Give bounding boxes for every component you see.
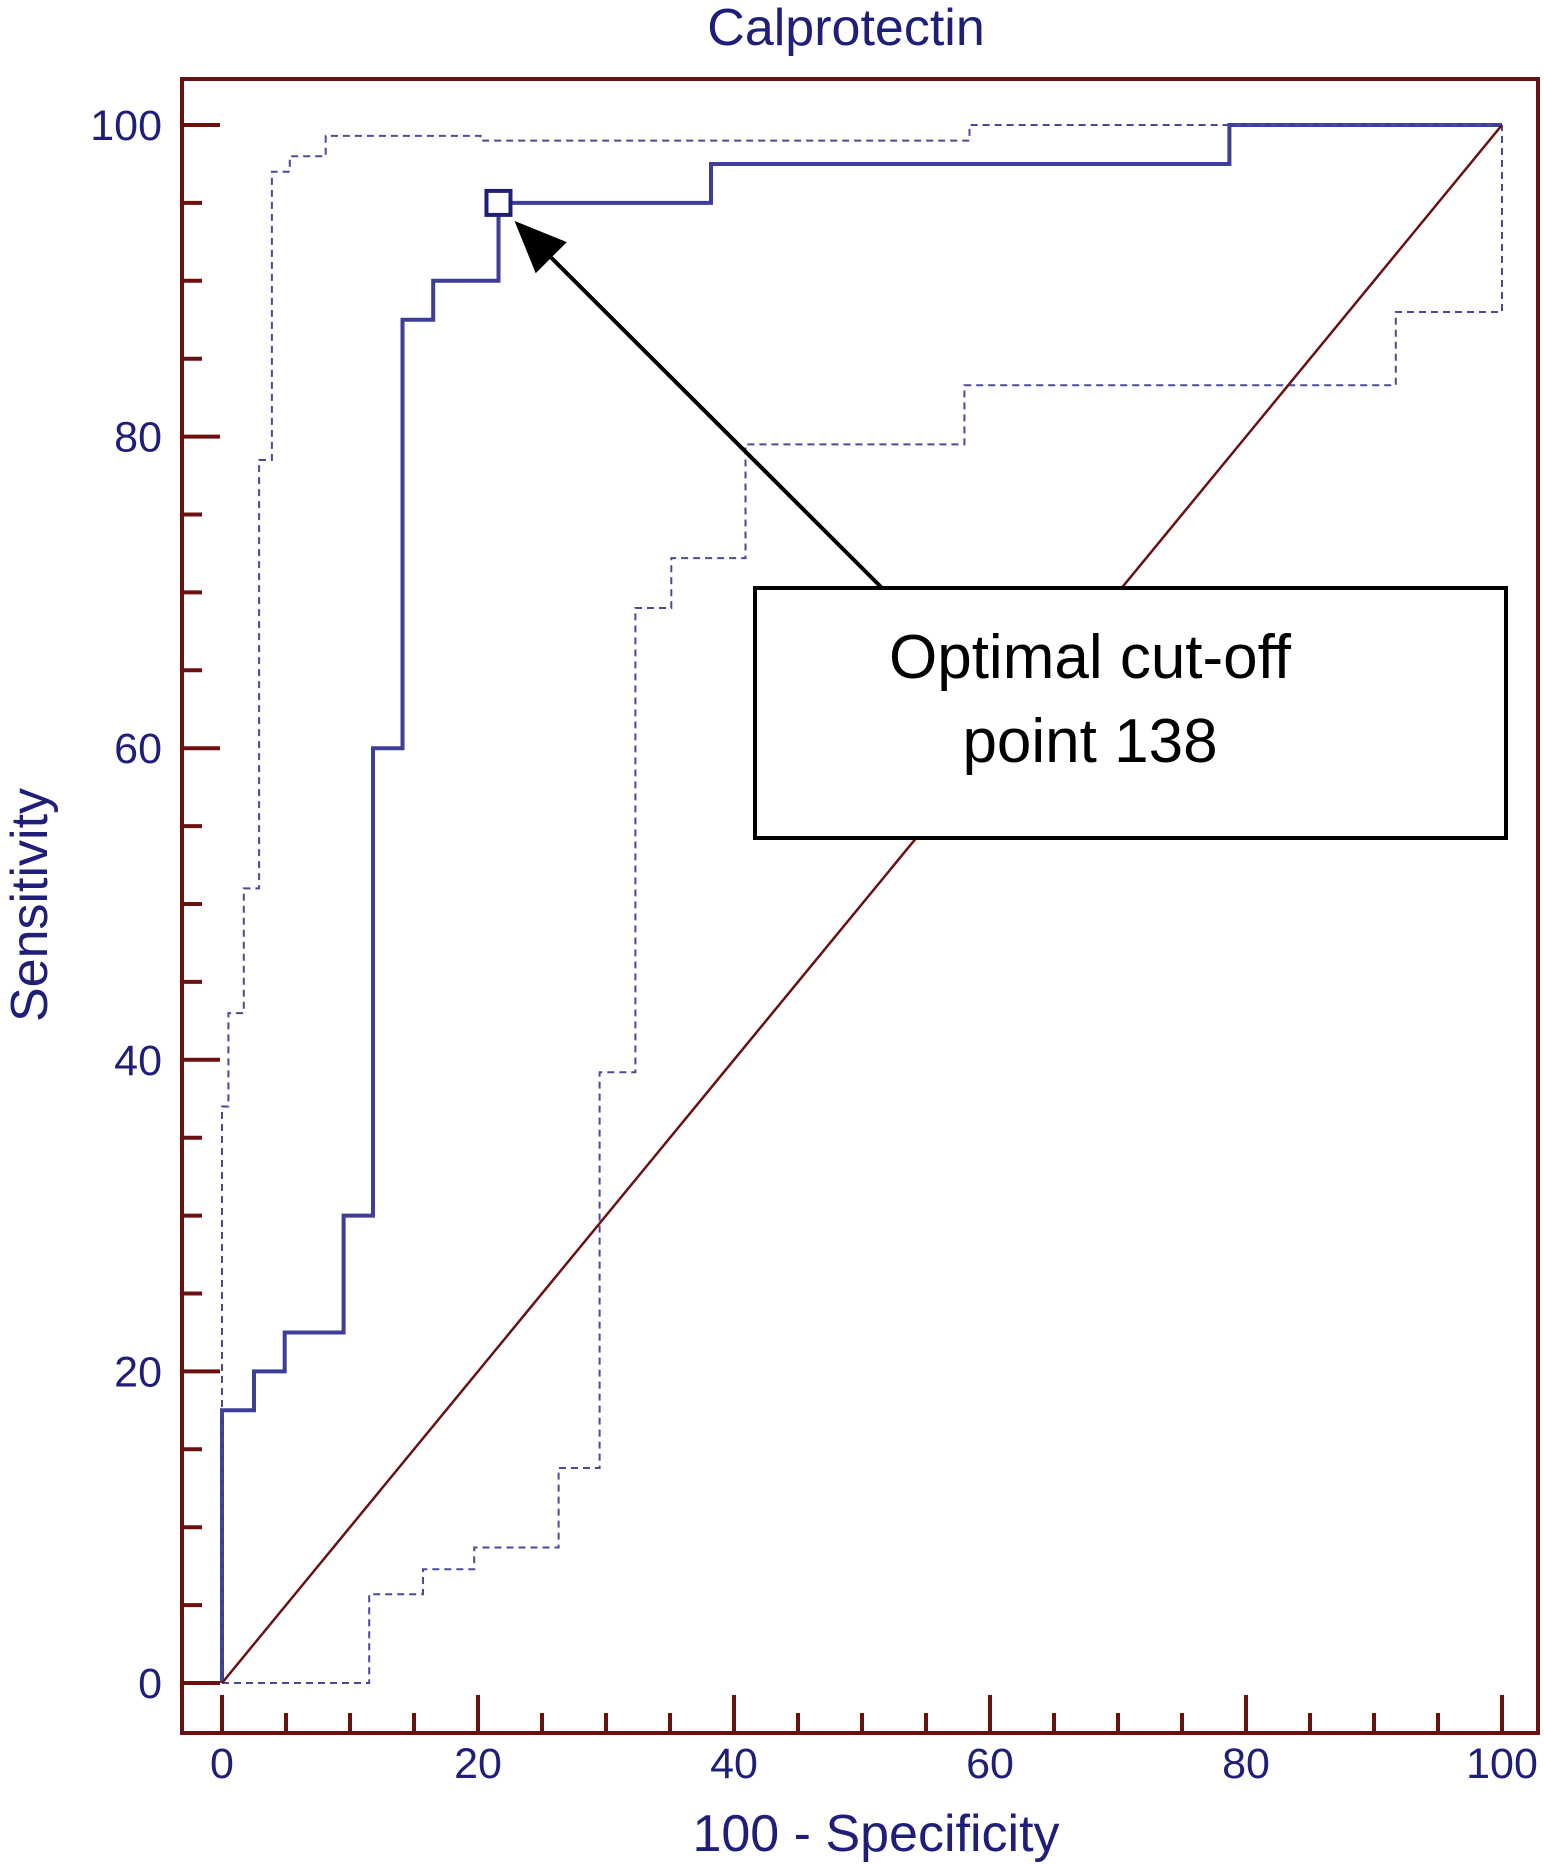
reference-diagonal [221, 124, 1503, 1684]
chart-title: Calprotectin [707, 0, 984, 57]
annotation-arrowhead [514, 220, 567, 274]
annotation-arrow [549, 256, 884, 590]
roc-curve [220, 123, 1502, 1683]
x-tick-label: 0 [210, 1740, 234, 1788]
roc-series [220, 123, 1503, 1684]
lower-confidence-bound [222, 125, 1503, 1684]
y-tick-label: 0 [138, 1660, 162, 1708]
cutoff-marker [484, 188, 513, 217]
x-tick-label: 100 [1466, 1740, 1538, 1788]
annotation-box [753, 586, 1508, 840]
y-tick-label: 20 [114, 1348, 162, 1396]
x-axis-label: 100 - Specificity [692, 1805, 1059, 1863]
y-tick-label: 100 [90, 102, 162, 150]
annotation-line-2: point 138 [962, 707, 1217, 776]
y-tick-label: 40 [114, 1037, 162, 1085]
y-tick-label: 80 [114, 414, 162, 462]
x-tick-label: 20 [454, 1740, 502, 1788]
x-tick-label: 80 [1222, 1740, 1270, 1788]
x-tick-label: 60 [966, 1740, 1014, 1788]
x-tick-label: 40 [710, 1740, 758, 1788]
upper-confidence-bound [221, 124, 1502, 1683]
annotation-line-1: Optimal cut-off [889, 623, 1292, 692]
y-tick-label: 60 [114, 725, 162, 773]
cutoff-annotation: Optimal cut-off point 138 [514, 220, 1508, 840]
y-axis-label: Sensitivity [1, 788, 59, 1022]
axis-tick-labels: 0 20 40 60 80 100 0 20 40 60 80 100 [90, 102, 1538, 1788]
axis-ticks [182, 123, 1504, 1733]
